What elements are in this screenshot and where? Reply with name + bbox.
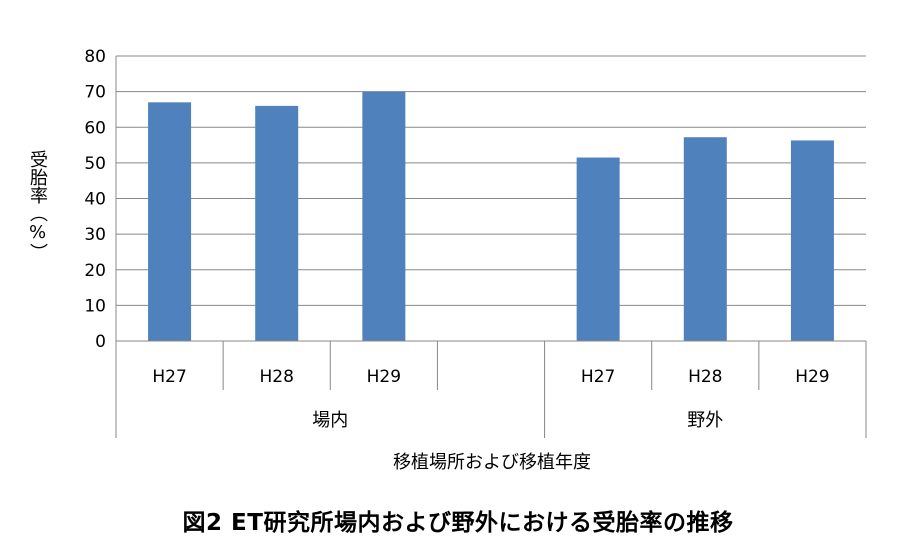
x-tick-label: H27 — [581, 367, 615, 387]
y-axis-title: 受胎率（%） — [27, 150, 48, 261]
x-tick-label: H28 — [260, 367, 294, 387]
y-tick-label: 40 — [84, 190, 106, 210]
x-tick-labels: H27 H28 H29 H27 H28 H29 — [152, 367, 829, 387]
x-tick-label: H27 — [152, 367, 186, 387]
y-tick-label: 20 — [84, 261, 106, 281]
group-label: 場内 — [312, 410, 348, 431]
bar — [362, 91, 406, 341]
figure-caption: 図2 ET研究所場内および野外における受胎率の推移 — [182, 510, 734, 536]
y-tick-labels: 0 10 20 30 40 50 60 70 80 — [84, 47, 106, 352]
bar — [255, 105, 299, 341]
y-tick-label: 50 — [84, 154, 106, 174]
y-tick-label: 30 — [84, 225, 106, 245]
bar — [790, 140, 834, 341]
bar — [148, 102, 192, 341]
x-axis-title: 移植場所および移植年度 — [393, 452, 591, 473]
group-labels: 場内 野外 — [312, 410, 723, 431]
y-tick-label: 70 — [84, 83, 106, 103]
x-tick-label: H28 — [688, 367, 722, 387]
gridlines — [116, 55, 866, 306]
bar-chart: 0 10 20 30 40 50 60 70 80 H27 H28 H29 H27 H28 H29 場内 野… — [84, 47, 867, 473]
x-tick-label: H29 — [367, 367, 401, 387]
group-label: 野外 — [687, 410, 723, 431]
bar — [683, 137, 727, 341]
y-tick-label: 60 — [84, 118, 106, 138]
y-tick-label: 0 — [95, 332, 106, 352]
x-tick-label: H29 — [795, 367, 829, 387]
bars — [148, 91, 834, 341]
bar — [576, 157, 620, 341]
axes — [115, 56, 867, 438]
y-tick-label: 10 — [84, 296, 106, 316]
y-tick-label: 80 — [84, 47, 106, 67]
